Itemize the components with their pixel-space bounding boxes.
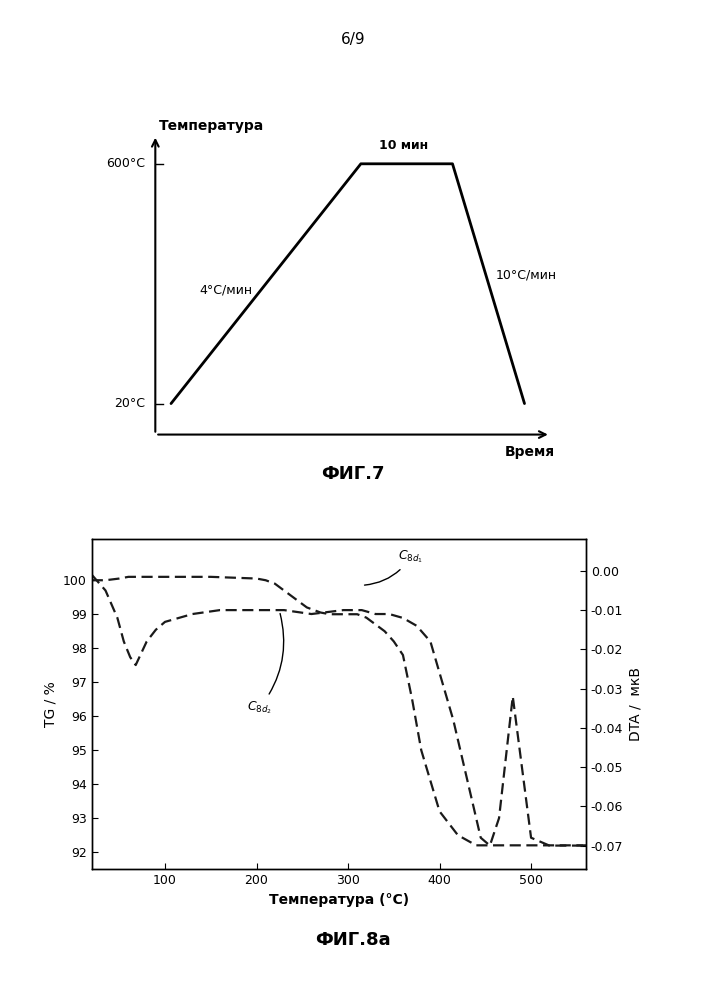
Y-axis label: TG / %: TG / % [44,681,57,727]
X-axis label: Температура (°С): Температура (°С) [269,892,409,906]
Text: $C_{8d_1}$: $C_{8d_1}$ [364,548,424,585]
Y-axis label: DTA /  мкВ: DTA / мкВ [629,667,643,741]
Text: ФИГ.8а: ФИГ.8а [315,931,391,949]
Text: 10°С/мин: 10°С/мин [496,269,557,282]
Text: 600°С: 600°С [106,157,145,170]
Text: Температура: Температура [160,119,265,133]
Text: $C_{8d_2}$: $C_{8d_2}$ [247,613,284,715]
Text: 4°С/мин: 4°С/мин [200,284,253,297]
Text: ФИГ.7: ФИГ.7 [321,465,385,483]
Text: 10 мин: 10 мин [380,139,429,152]
Text: 20°С: 20°С [114,397,145,410]
Text: Время: Время [505,445,555,459]
Text: 6/9: 6/9 [341,32,365,47]
